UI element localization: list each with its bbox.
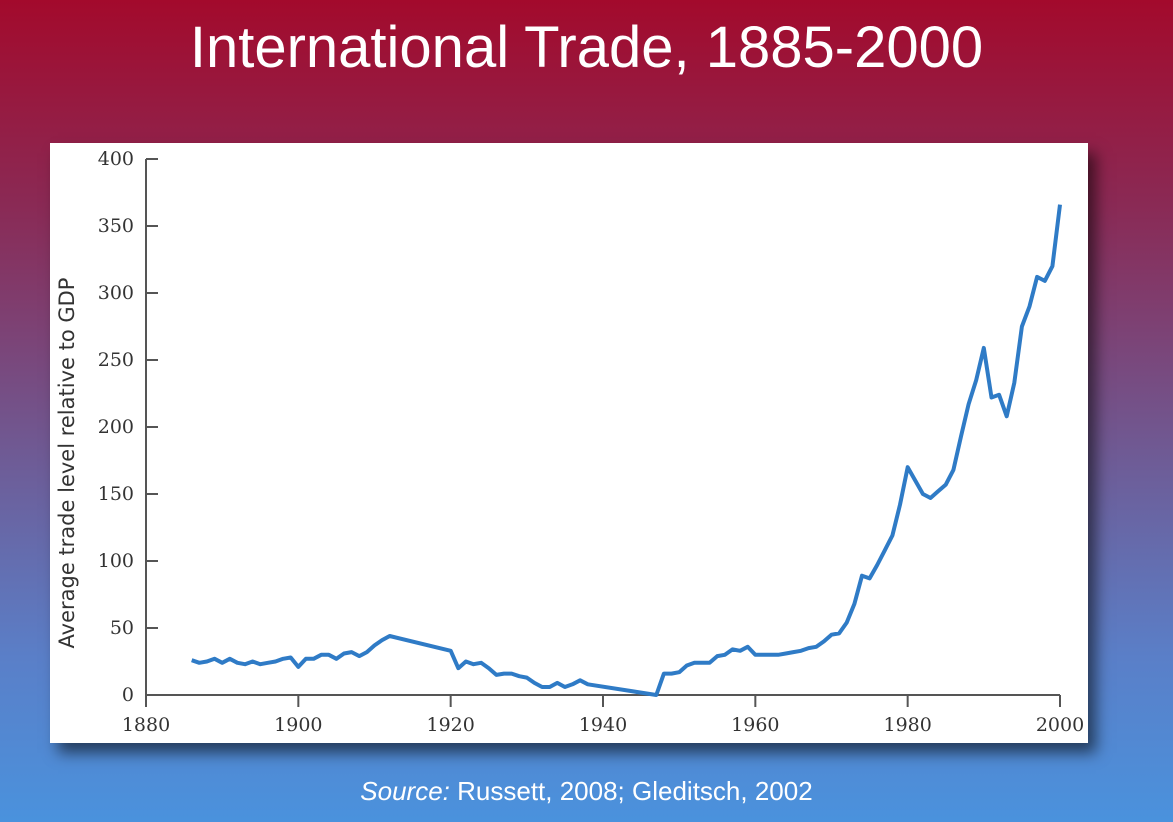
- x-tick-label: 1880: [122, 714, 170, 736]
- series-line: [191, 204, 1062, 697]
- y-tick-label: 400: [98, 148, 134, 170]
- source-citation: Source: Russett, 2008; Gleditsch, 2002: [0, 776, 1173, 807]
- source-text: Russett, 2008; Gleditsch, 2002: [449, 776, 813, 806]
- y-tick-label: 100: [98, 550, 134, 572]
- x-tick-label: 1940: [579, 714, 627, 736]
- x-tick-label: 1900: [274, 714, 322, 736]
- y-tick-label: 150: [98, 483, 134, 505]
- x-tick-label: 2000: [1036, 714, 1084, 736]
- y-tick-label: 300: [98, 282, 134, 304]
- source-label: Source:: [360, 776, 450, 806]
- y-tick-label: 50: [110, 617, 134, 639]
- y-tick-label: 200: [98, 416, 134, 438]
- x-tick-label: 1920: [426, 714, 474, 736]
- y-tick-label: 250: [98, 349, 134, 371]
- chart-panel: Average trade level relative to GDP 1880…: [50, 143, 1088, 743]
- y-tick-label: 0: [122, 684, 134, 706]
- x-tick-label: 1980: [883, 714, 931, 736]
- x-tick-label: 1960: [731, 714, 779, 736]
- y-axis-label: Average trade level relative to GDP: [55, 278, 79, 649]
- line-chart: Average trade level relative to GDP 1880…: [55, 148, 1084, 736]
- y-tick-label: 350: [98, 215, 134, 237]
- slide-title: International Trade, 1885-2000: [189, 15, 984, 80]
